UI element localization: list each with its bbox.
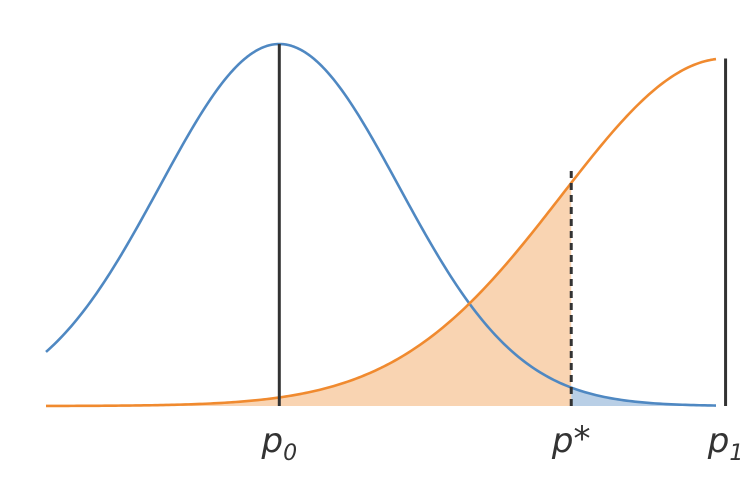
tick-label-2: p1 (707, 421, 744, 466)
tick-label-superscript: * (574, 419, 591, 459)
density-curve-series-1 (45, 57, 717, 408)
shaded-areas (46, 182, 716, 406)
tick-label-base: p (261, 421, 284, 461)
shaded-area-series-1 (46, 182, 572, 406)
shaded-area-series-0 (571, 387, 716, 406)
tick-label-base: p (551, 421, 574, 461)
tick-label-base: p (707, 421, 730, 461)
tick-label-subscript: 1 (729, 441, 743, 466)
tick-label-1: p* (551, 419, 591, 461)
density-curves (45, 42, 717, 408)
tick-label-0: p0 (261, 421, 298, 466)
tick-label-subscript: 0 (283, 441, 297, 466)
reference-lines (277, 44, 728, 406)
density-curve-series-0 (45, 42, 717, 407)
tick-labels: p0 p* p1 (261, 419, 744, 466)
